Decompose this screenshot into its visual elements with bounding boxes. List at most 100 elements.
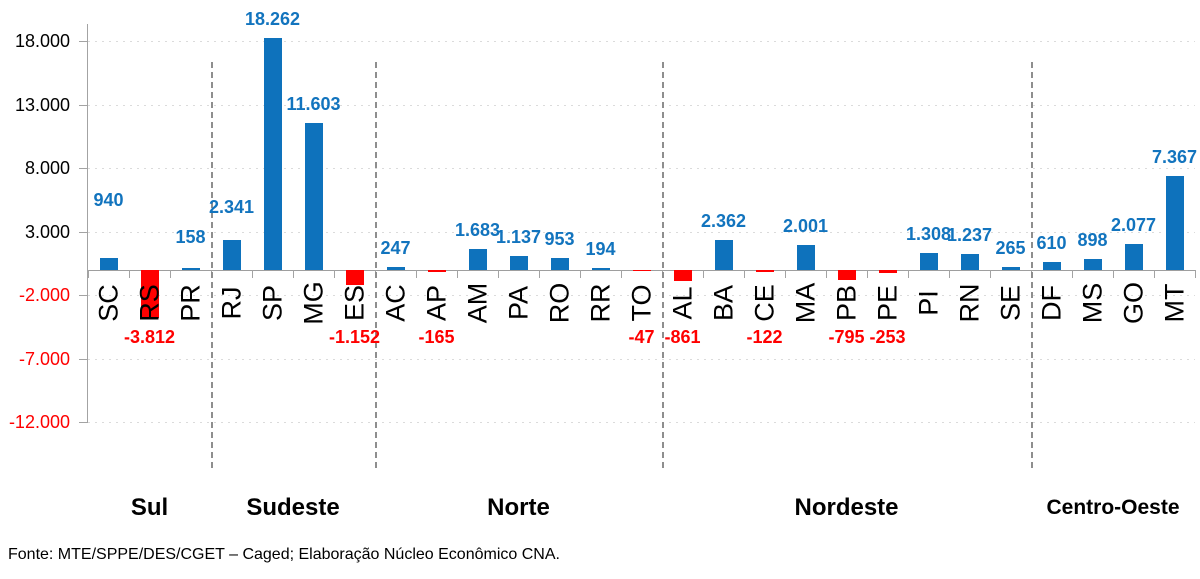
bar-MS [1083, 258, 1102, 270]
y-axis-tick [79, 295, 88, 297]
y-gridline [88, 231, 1195, 233]
bar-AP [427, 270, 446, 273]
y-gridline [88, 104, 1195, 106]
value-label-RO: 953 [544, 228, 575, 249]
state-label-PI: PI [913, 290, 943, 316]
state-label-MS: MS [1077, 282, 1107, 324]
value-label-TO: -47 [628, 327, 655, 347]
y-axis-line [87, 24, 88, 422]
state-label-AL: AL [667, 286, 697, 320]
y-tick-label: 8.000 [24, 158, 70, 179]
value-label-SP: 18.262 [244, 9, 301, 30]
bar-PA [509, 255, 528, 270]
value-label-SC: 940 [93, 190, 124, 211]
y-gridline [88, 358, 1195, 360]
bar-ES [345, 270, 364, 285]
y-axis-tick [79, 41, 88, 43]
source-note: Fonte: MTE/SPPE/DES/CGET – Caged; Elabor… [8, 546, 560, 563]
x-axis-tick [170, 270, 171, 278]
bar-PI [919, 253, 938, 270]
state-label-MG: MG [298, 281, 328, 325]
state-label-PA: PA [503, 285, 533, 321]
x-axis-tick [293, 270, 294, 278]
value-label-PR: 158 [175, 226, 206, 247]
bar-RR [591, 267, 610, 270]
y-axis-tick [79, 231, 88, 233]
x-axis-tick [1154, 270, 1155, 278]
value-label-ES: -1.152 [328, 327, 381, 347]
x-axis-tick [908, 270, 909, 278]
value-label-GO: 2.077 [1110, 214, 1157, 235]
bar-BA [714, 240, 733, 270]
x-axis-tick [703, 270, 704, 278]
bar-AL [673, 270, 692, 281]
bar-AM [468, 248, 487, 270]
bar-GO [1124, 243, 1143, 270]
state-label-PE: PE [872, 284, 902, 322]
state-label-SC: SC [93, 284, 123, 322]
y-axis-tick [79, 358, 88, 360]
state-label-AM: AM [462, 282, 492, 324]
value-label-AL: -861 [664, 327, 701, 347]
state-label-RN: RN [954, 283, 984, 323]
y-gridline [88, 168, 1195, 170]
x-axis-tick [867, 270, 868, 278]
value-label-MG: 11.603 [286, 93, 341, 114]
state-label-TO: TO [626, 284, 656, 322]
state-label-ES: ES [339, 284, 369, 322]
state-label-RS: RS [134, 284, 164, 322]
region-label-norte: Norte [487, 494, 550, 521]
bar-RO [550, 257, 569, 270]
bar-TO [632, 270, 651, 271]
value-label-AM: 1.683 [454, 219, 501, 240]
x-axis-tick [88, 270, 89, 278]
value-label-PI: 1.308 [905, 224, 952, 245]
x-axis-tick [498, 270, 499, 278]
state-label-DF: DF [1036, 285, 1066, 321]
bar-SE [1001, 266, 1020, 270]
region-separator [375, 62, 377, 468]
x-axis-tick [949, 270, 950, 278]
value-label-PA: 1.137 [495, 226, 542, 247]
value-label-PE: -253 [869, 327, 906, 347]
x-axis-tick [457, 270, 458, 278]
bar-PR [181, 267, 200, 270]
y-tick-label: -12.000 [8, 412, 70, 433]
value-label-MA: 2.001 [782, 215, 829, 236]
x-axis-tick [744, 270, 745, 278]
value-label-RJ: 2.341 [208, 197, 255, 218]
y-gridline [88, 422, 1195, 424]
value-label-RN: 1.237 [946, 225, 993, 246]
state-label-RJ: RJ [216, 286, 246, 320]
y-axis-tick [79, 422, 88, 424]
value-label-MT: 7.367 [1151, 147, 1198, 168]
y-gridline [88, 295, 1195, 297]
value-label-MS: 898 [1077, 229, 1108, 250]
region-separator [1031, 62, 1033, 468]
bar-DF [1042, 262, 1061, 270]
y-tick-label: -2.000 [18, 285, 70, 306]
value-label-PB: -795 [828, 327, 865, 347]
state-label-MT: MT [1159, 283, 1189, 323]
bar-PB [837, 270, 856, 281]
bar-MT [1165, 176, 1184, 270]
bar-SC [99, 258, 118, 270]
state-label-PR: PR [175, 284, 205, 322]
bar-RJ [222, 240, 241, 270]
value-label-RS: -3.812 [123, 327, 176, 347]
region-label-centro-oeste: Centro-Oeste [1046, 496, 1180, 519]
value-label-RR: 194 [585, 238, 616, 259]
state-label-MA: MA [790, 282, 820, 324]
state-label-BA: BA [708, 284, 738, 322]
x-axis-tick [1072, 270, 1073, 278]
x-axis-tick [621, 270, 622, 278]
y-tick-label: -7.000 [18, 348, 70, 369]
y-tick-label: 3.000 [24, 221, 70, 242]
bar-SP [263, 38, 282, 270]
state-label-RO: RO [544, 282, 574, 324]
state-label-AC: AC [380, 284, 410, 322]
value-label-SE: 265 [995, 237, 1026, 258]
x-axis-tick [1195, 270, 1196, 278]
value-label-AC: 247 [380, 237, 411, 258]
state-label-RR: RR [585, 283, 615, 323]
